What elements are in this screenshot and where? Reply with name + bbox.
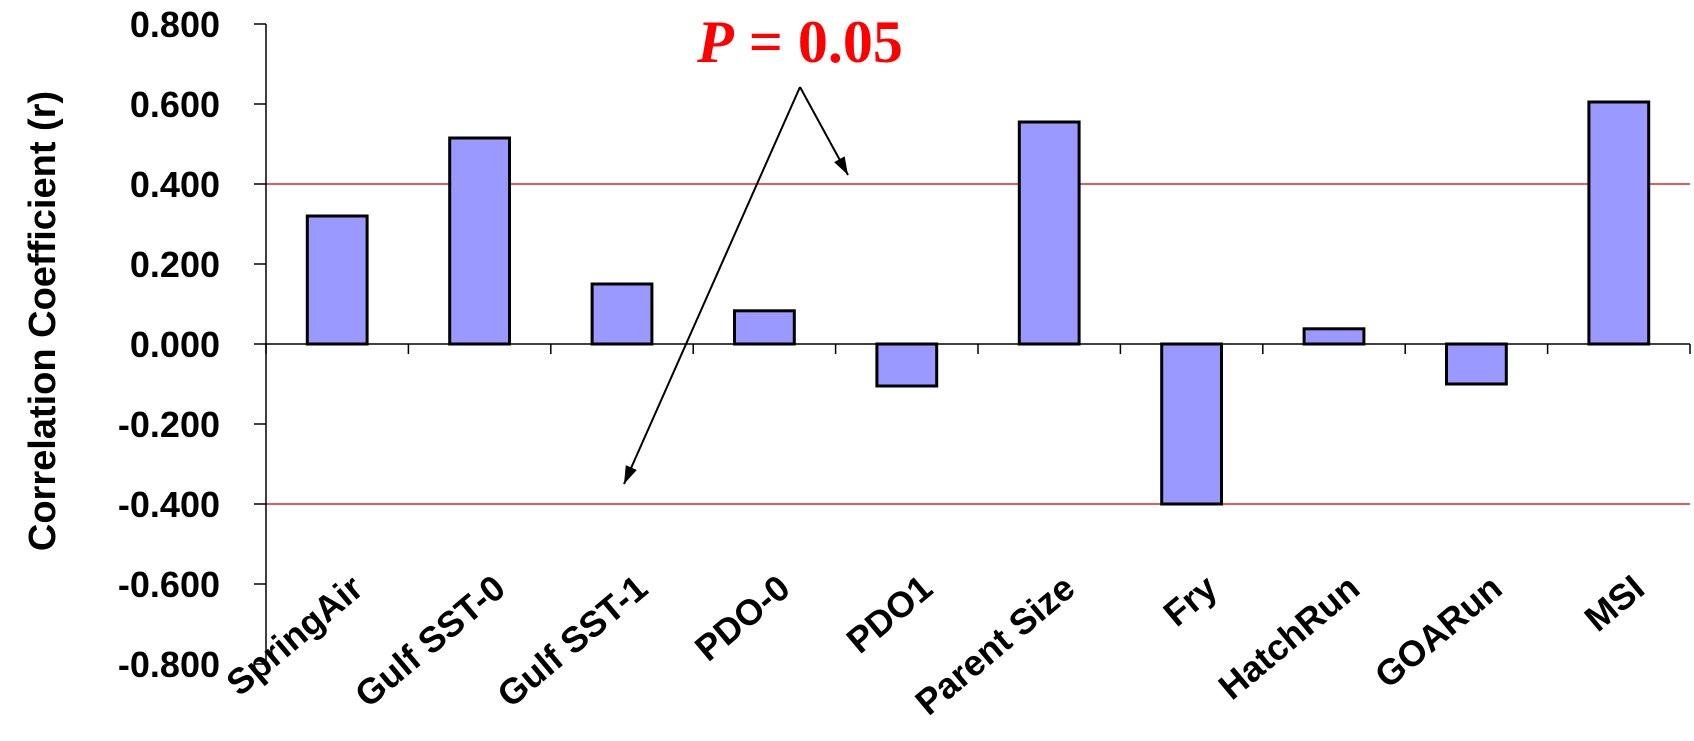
p-value-annotation-italic-part: P bbox=[696, 9, 735, 75]
p-value-annotation: P = 0.05 bbox=[696, 9, 903, 75]
y-tick-label-6: -0.400 bbox=[118, 484, 220, 525]
bar-2 bbox=[590, 282, 654, 346]
y-tick-label-5: -0.200 bbox=[118, 404, 220, 445]
bar-1 bbox=[448, 136, 512, 346]
x-tick-label-8: GOARun bbox=[1367, 567, 1510, 696]
p-value-annotation-rest: = 0.05 bbox=[734, 9, 903, 75]
bar-5 bbox=[1017, 120, 1081, 346]
y-tick-label-4: 0.000 bbox=[130, 324, 220, 365]
bar-4 bbox=[875, 342, 939, 388]
annotation-arrow-head-0 bbox=[834, 156, 848, 175]
bars-layer bbox=[305, 100, 1651, 506]
bar-0 bbox=[305, 214, 369, 346]
x-tick-label-7: HatchRun bbox=[1211, 567, 1368, 708]
x-tick-label-1: Gulf SST-0 bbox=[347, 567, 513, 715]
x-tick-label-5: Parent Size bbox=[907, 567, 1082, 723]
y-tick-label-8: -0.800 bbox=[118, 644, 220, 685]
bar-6 bbox=[1160, 342, 1224, 506]
bar-9 bbox=[1587, 100, 1651, 346]
y-tick-label-1: 0.600 bbox=[130, 84, 220, 125]
x-tick-label-2: Gulf SST-1 bbox=[489, 567, 655, 715]
bar-8 bbox=[1444, 342, 1508, 386]
x-tick-label-4: PDO1 bbox=[838, 567, 939, 661]
annotation-arrow-line-1 bbox=[623, 86, 801, 485]
annotation-layer: P = 0.05 bbox=[623, 9, 903, 485]
x-tick-label-3: PDO-0 bbox=[687, 567, 798, 669]
axes-layer bbox=[254, 23, 1691, 665]
bar-3 bbox=[732, 309, 796, 346]
y-tick-label-3: 0.200 bbox=[130, 244, 220, 285]
y-tick-label-0: 0.800 bbox=[130, 4, 220, 45]
x-tick-label-9: MSI bbox=[1577, 567, 1652, 640]
y-tick-label-2: 0.400 bbox=[130, 164, 220, 205]
y-axis-title: Correlation Coefficient (r) bbox=[22, 91, 64, 551]
bar-7 bbox=[1302, 327, 1366, 346]
y-tick-labels-layer: 0.800 0.600 0.400 0.200 0.000 -0.200 -0.400 -0.… bbox=[118, 4, 220, 685]
annotation-arrow-head-1 bbox=[624, 465, 637, 484]
y-tick-label-7: -0.600 bbox=[118, 564, 220, 605]
x-tick-label-6: Fry bbox=[1155, 567, 1224, 634]
